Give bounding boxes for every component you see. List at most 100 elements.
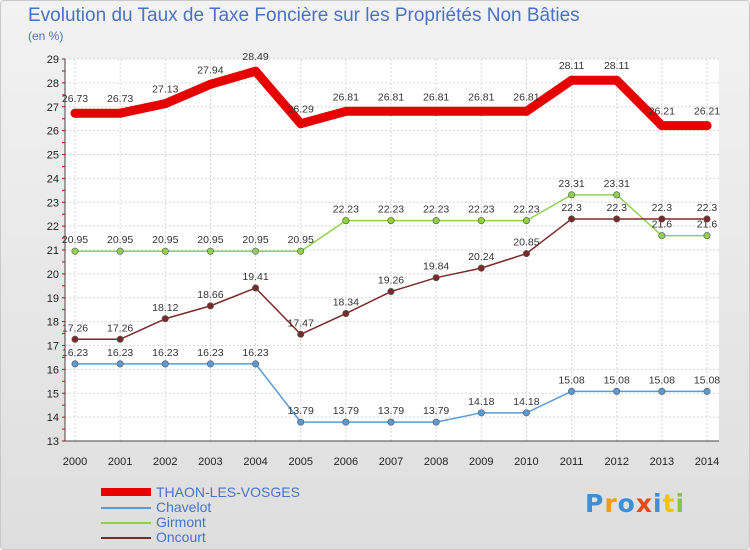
data-label: 23.31 xyxy=(558,178,584,190)
data-label: 26.73 xyxy=(62,93,88,105)
data-label: 21.6 xyxy=(697,219,718,231)
y-tick-label: 29 xyxy=(47,54,59,66)
logo-letter: r xyxy=(604,489,618,518)
data-label: 20.95 xyxy=(107,234,133,246)
data-label: 18.66 xyxy=(197,289,223,301)
data-label: 20.95 xyxy=(197,234,223,246)
logo-letter: x xyxy=(635,489,653,518)
y-tick-label: 15 xyxy=(47,388,59,400)
data-point xyxy=(297,330,305,338)
data-label: 19.26 xyxy=(378,275,404,287)
data-label: 19.41 xyxy=(242,271,268,283)
legend-label-oncourt: Oncourt xyxy=(156,529,206,545)
y-tick-label: 19 xyxy=(47,293,59,305)
y-tick-label: 24 xyxy=(47,173,59,185)
data-label: 22.23 xyxy=(423,204,449,216)
y-tick-label: 26 xyxy=(47,126,59,138)
data-label: 13.79 xyxy=(423,405,449,417)
data-label: 26.29 xyxy=(288,104,314,116)
data-point xyxy=(116,360,124,368)
data-point xyxy=(658,387,666,395)
data-point xyxy=(703,387,711,395)
data-point xyxy=(297,418,305,426)
data-point xyxy=(206,302,214,310)
data-label: 22.3 xyxy=(606,202,627,214)
data-point xyxy=(71,335,79,343)
legend-swatch-chavelot xyxy=(101,507,151,509)
data-label: 17.26 xyxy=(107,322,133,334)
logo-letter: t xyxy=(662,489,676,518)
data-point xyxy=(703,215,711,223)
data-point xyxy=(252,247,260,255)
data-label: 13.79 xyxy=(288,405,314,417)
data-label: 22.3 xyxy=(652,202,673,214)
data-point xyxy=(613,215,621,223)
y-tick-label: 14 xyxy=(47,412,59,424)
data-label: 13.79 xyxy=(378,405,404,417)
logo-letter: o xyxy=(617,489,636,518)
data-point xyxy=(477,217,485,225)
data-point xyxy=(70,108,80,118)
x-tick-label: 2002 xyxy=(153,456,177,468)
data-point xyxy=(613,387,621,395)
data-point xyxy=(432,418,440,426)
y-tick-label: 17 xyxy=(47,341,59,353)
logo-letter: i xyxy=(653,489,663,518)
x-tick-label: 2011 xyxy=(560,456,584,468)
data-point xyxy=(476,106,486,116)
data-label: 15.08 xyxy=(694,374,720,386)
data-point xyxy=(341,106,351,116)
legend-swatch-girmont xyxy=(101,522,151,524)
data-point xyxy=(612,75,622,85)
data-point xyxy=(702,121,712,131)
data-point xyxy=(657,121,667,131)
logo-letter: i xyxy=(675,489,686,518)
y-tick-label: 13 xyxy=(47,436,59,448)
data-point xyxy=(116,247,124,255)
data-point xyxy=(297,247,305,255)
y-tick-label: 28 xyxy=(47,78,59,90)
legend-swatch-oncourt xyxy=(101,537,151,539)
data-label: 28.49 xyxy=(242,51,268,63)
data-label: 16.23 xyxy=(242,347,268,359)
y-tick-label: 18 xyxy=(47,317,59,329)
data-label: 20.95 xyxy=(62,234,88,246)
data-label: 15.08 xyxy=(649,374,675,386)
y-tick-label: 23 xyxy=(47,197,59,209)
data-label: 22.3 xyxy=(561,202,582,214)
data-label: 17.47 xyxy=(288,317,314,329)
data-point xyxy=(387,217,395,225)
legend-label-girmont: Girmont xyxy=(156,514,206,530)
x-tick-label: 2013 xyxy=(650,456,674,468)
data-point xyxy=(342,310,350,318)
data-point xyxy=(522,250,530,258)
data-point xyxy=(431,106,441,116)
y-tick-label: 27 xyxy=(47,102,59,114)
data-label: 26.81 xyxy=(378,91,404,103)
data-label: 14.18 xyxy=(468,396,494,408)
data-label: 27.13 xyxy=(152,84,178,96)
x-tick-label: 2000 xyxy=(63,456,87,468)
data-label: 22.23 xyxy=(468,204,494,216)
legend-label-chavelot: Chavelot xyxy=(156,499,212,515)
data-point xyxy=(161,360,169,368)
data-label: 16.23 xyxy=(62,347,88,359)
data-label: 18.12 xyxy=(152,302,178,314)
unit-label: (en %) xyxy=(28,29,64,43)
x-tick-label: 2005 xyxy=(288,456,312,468)
data-point xyxy=(703,232,711,240)
data-point xyxy=(477,409,485,417)
data-point xyxy=(386,106,396,116)
x-tick-label: 2014 xyxy=(695,456,719,468)
data-point xyxy=(161,315,169,323)
data-point xyxy=(71,360,79,368)
data-point xyxy=(115,108,125,118)
data-point xyxy=(252,284,260,292)
data-label: 26.21 xyxy=(694,106,720,118)
data-label: 22.23 xyxy=(378,204,404,216)
data-point xyxy=(71,247,79,255)
y-tick-label: 20 xyxy=(47,269,59,281)
data-label: 23.31 xyxy=(604,178,630,190)
data-label: 28.11 xyxy=(604,60,630,72)
data-label: 22.23 xyxy=(333,204,359,216)
